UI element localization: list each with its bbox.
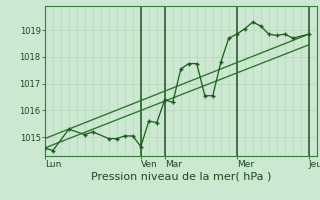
X-axis label: Pression niveau de la mer( hPa ): Pression niveau de la mer( hPa ) — [91, 172, 271, 182]
